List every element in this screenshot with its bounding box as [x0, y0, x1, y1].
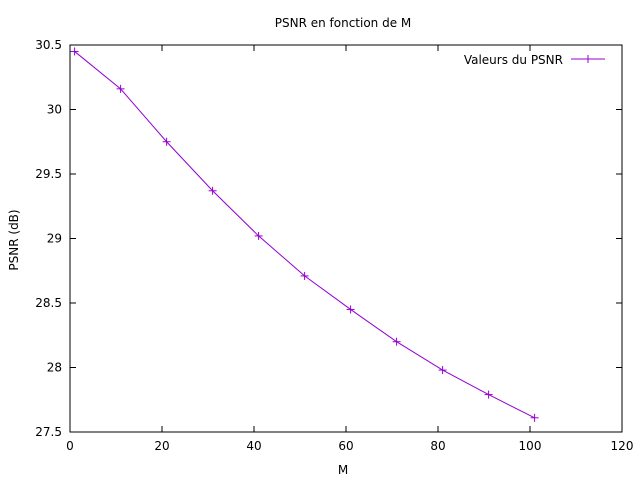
legend-marker-sample [584, 55, 592, 63]
x-tick-label-5: 100 [519, 439, 542, 453]
x-tick-label-2: 40 [246, 439, 261, 453]
data-point-0-6 [346, 305, 355, 314]
axis-ticks: 0 20 40 60 80 100 120 27.5 28 28.5 29 29.5 30 30.5 [35, 38, 633, 453]
y-tick-label-6: 30.5 [35, 38, 62, 52]
data-point-0-10 [530, 413, 539, 422]
series-line-0 [74, 51, 535, 419]
y-tick-label-3: 29 [47, 232, 62, 246]
legend: Valeurs du PSNR [464, 53, 605, 67]
y-tick-label-0: 27.5 [35, 425, 62, 439]
data-point-0-1 [116, 84, 125, 93]
y-tick-label-2: 28.5 [35, 296, 62, 310]
data-point-0-7 [392, 337, 401, 346]
y-tick-label-4: 29.5 [35, 167, 62, 181]
x-tick-label-4: 80 [430, 439, 445, 453]
x-tick-label-0: 0 [66, 439, 74, 453]
data-point-0-0 [70, 47, 79, 56]
data-point-0-8 [438, 366, 447, 375]
plot-frame [69, 44, 623, 433]
data-point-0-5 [300, 271, 309, 280]
legend-label: Valeurs du PSNR [464, 53, 563, 67]
x-tick-label-3: 60 [338, 439, 353, 453]
data-point-0-4 [254, 231, 263, 240]
data-point-0-3 [208, 186, 217, 195]
y-tick-label-1: 28 [47, 361, 62, 375]
series-layer [70, 47, 539, 422]
data-point-0-9 [484, 390, 493, 399]
data-point-0-2 [162, 137, 171, 146]
x-tick-label-6: 120 [611, 439, 634, 453]
x-axis-title: M [338, 463, 348, 477]
x-tick-label-1: 20 [154, 439, 169, 453]
y-tick-label-5: 30 [47, 103, 62, 117]
y-axis-title: PSNR (dB) [7, 209, 21, 270]
chart-title: PSNR en fonction de M [275, 16, 412, 30]
